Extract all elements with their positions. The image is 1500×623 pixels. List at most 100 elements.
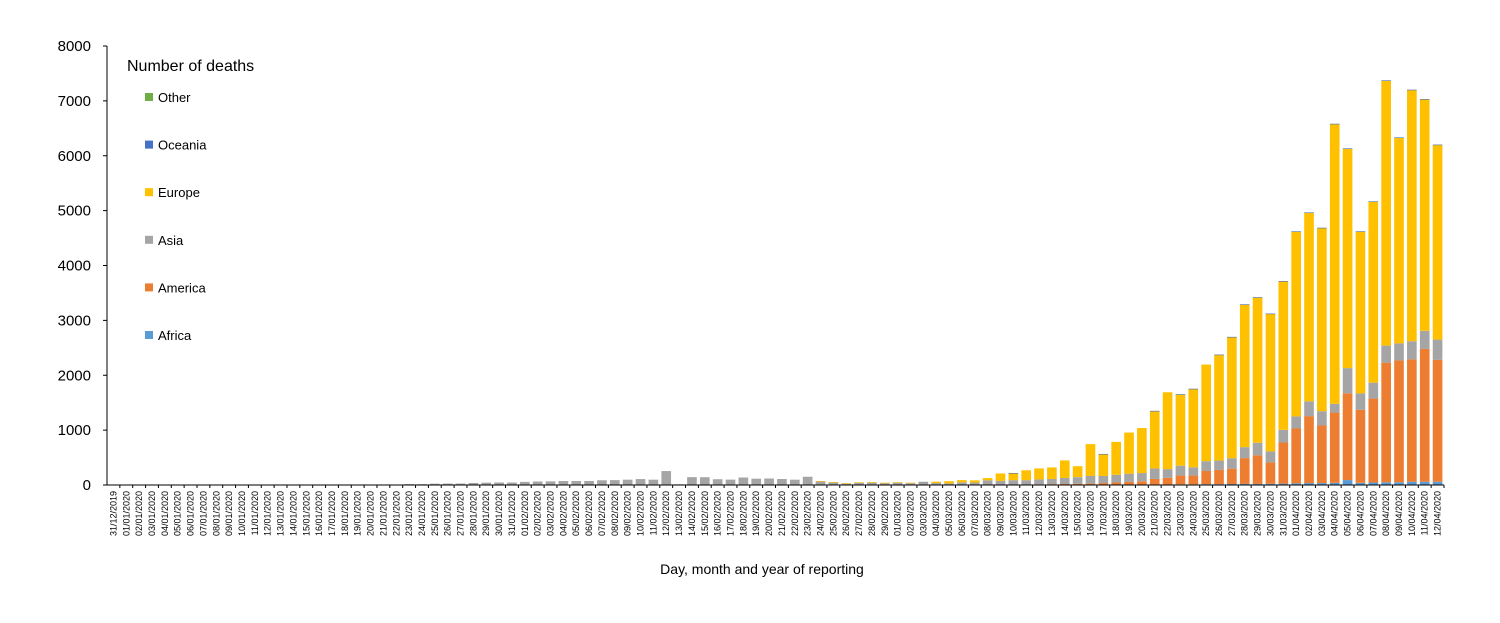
x-tick-label: 03/04/2020 <box>1317 491 1327 536</box>
x-tick-label: 31/12/2019 <box>108 491 118 536</box>
legend-title: Number of deaths <box>127 58 254 75</box>
bar-asia-25-03-2020 <box>1201 461 1211 472</box>
bar-europe-17-03-2020 <box>1098 453 1109 476</box>
bar-oceania-30-03-2020 <box>1265 313 1276 315</box>
x-tick-label: 30/01/2020 <box>494 491 504 536</box>
bar-america-28-03-2020 <box>1239 458 1250 484</box>
bar-europe-18-03-2020 <box>1111 441 1121 475</box>
x-tick-label: 20/03/2020 <box>1137 491 1147 536</box>
bar-europe-04-04-2020 <box>1329 123 1340 404</box>
x-tick-label: 01/04/2020 <box>1291 491 1301 536</box>
x-tick-label: 08/01/2020 <box>211 491 221 536</box>
bar-asia-22-03-2020 <box>1162 469 1173 478</box>
bar-asia-08-02-2020 <box>609 480 620 485</box>
bar-asia-11-03-2020 <box>1021 480 1032 485</box>
x-tick-label: 07/02/2020 <box>597 491 607 536</box>
bar-europe-11-04-2020 <box>1419 99 1430 331</box>
x-tick-label: 24/02/2020 <box>815 491 825 536</box>
bar-oceania-11-04-2020 <box>1419 99 1430 100</box>
bar-america-12-04-2020 <box>1432 359 1443 482</box>
bar-america-25-03-2020 <box>1201 471 1211 485</box>
bar-europe-23-03-2020 <box>1175 394 1186 466</box>
bar-asia-16-02-2020 <box>712 479 723 485</box>
y-tick-label: 4000 <box>58 258 91 275</box>
bar-asia-18-03-2020 <box>1111 474 1121 483</box>
x-tick-label: 03/03/2020 <box>918 491 928 536</box>
x-tick-label: 01/02/2020 <box>520 491 530 536</box>
bar-europe-06-04-2020 <box>1355 231 1366 394</box>
x-tick-label: 23/02/2020 <box>803 491 813 536</box>
bar-europe-03-04-2020 <box>1317 227 1327 412</box>
x-tick-label: 08/02/2020 <box>610 491 620 536</box>
bar-africa-28-03-2020 <box>1239 483 1250 485</box>
x-tick-label: 24/03/2020 <box>1188 491 1198 536</box>
bar-europe-14-03-2020 <box>1059 460 1070 478</box>
bar-africa-05-04-2020 <box>1342 480 1353 485</box>
x-axis-ticks: 31/12/2019 01/01/2020 02/01/2020 03/01/2020… <box>108 485 1445 536</box>
bar-oceania-28-03-2020 <box>1239 304 1250 305</box>
bar-asia-05-03-2020 <box>944 483 954 485</box>
bar-asia-24-03-2020 <box>1188 467 1199 476</box>
x-tick-label: 15/01/2020 <box>301 491 311 536</box>
bar-america-09-04-2020 <box>1394 360 1404 483</box>
bar-asia-28-02-2020 <box>867 482 877 485</box>
bar-europe-06-03-2020 <box>957 480 967 483</box>
bar-asia-11-04-2020 <box>1419 330 1430 349</box>
bar-asia-07-04-2020 <box>1368 382 1379 399</box>
bar-oceania-01-04-2020 <box>1291 231 1301 232</box>
x-tick-label: 23/01/2020 <box>404 491 414 536</box>
bar-america-04-04-2020 <box>1329 412 1340 483</box>
legend: Other Oceania Europe Asia America Africa <box>145 90 207 343</box>
x-tick-label: 05/01/2020 <box>173 491 183 536</box>
x-tick-label: 21/01/2020 <box>378 491 388 536</box>
bar-asia-30-03-2020 <box>1265 451 1276 463</box>
y-tick-label: 7000 <box>58 93 91 110</box>
bar-europe-05-04-2020 <box>1342 148 1353 369</box>
x-tick-label: 26/01/2020 <box>443 491 453 536</box>
bar-europe-29-02-2020 <box>879 482 890 484</box>
y-tick-label: 0 <box>83 477 91 494</box>
bar-asia-21-03-2020 <box>1149 468 1160 479</box>
bar-europe-10-03-2020 <box>1008 473 1019 481</box>
bar-oceania-27-03-2020 <box>1227 336 1237 338</box>
x-tick-label: 11/04/2020 <box>1420 491 1430 535</box>
x-tick-label: 24/01/2020 <box>417 491 427 536</box>
bar-europe-31-03-2020 <box>1278 281 1289 430</box>
bar-europe-07-04-2020 <box>1368 201 1379 383</box>
bar-asia-17-02-2020 <box>725 479 736 485</box>
bar-oceania-26-03-2020 <box>1214 354 1224 356</box>
x-tick-label: 28/01/2020 <box>468 491 478 536</box>
x-tick-label: 20/01/2020 <box>366 491 376 536</box>
x-tick-label: 18/02/2020 <box>738 491 748 536</box>
x-tick-label: 14/03/2020 <box>1060 491 1070 536</box>
bar-asia-09-04-2020 <box>1394 343 1404 361</box>
bar-asia-06-03-2020 <box>957 482 967 485</box>
bar-oceania-03-04-2020 <box>1317 227 1327 229</box>
x-tick-label: 19/01/2020 <box>353 491 363 536</box>
bar-asia-11-02-2020 <box>648 479 659 485</box>
y-tick-label: 8000 <box>58 38 91 55</box>
bar-asia-04-04-2020 <box>1329 403 1340 413</box>
x-tick-label: 15/03/2020 <box>1073 491 1083 536</box>
x-tick-label: 20/02/2020 <box>764 491 774 536</box>
bar-asia-27-03-2020 <box>1227 458 1237 469</box>
x-tick-label: 14/01/2020 <box>288 491 298 536</box>
bar-europe-25-03-2020 <box>1201 364 1211 462</box>
bar-asia-10-02-2020 <box>635 479 646 485</box>
bar-europe-15-03-2020 <box>1072 466 1083 478</box>
bar-africa-11-04-2020 <box>1419 481 1430 485</box>
bar-asia-15-03-2020 <box>1072 477 1083 484</box>
bar-asia-26-02-2020 <box>841 483 852 485</box>
x-tick-label: 18/03/2020 <box>1111 491 1121 536</box>
bar-oceania-05-04-2020 <box>1342 148 1353 149</box>
x-tick-label: 21/03/2020 <box>1150 491 1160 536</box>
bar-asia-07-03-2020 <box>969 482 980 485</box>
bar-asia-27-01-2020 <box>455 483 466 485</box>
y-tick-label: 5000 <box>58 203 91 220</box>
bar-europe-20-03-2020 <box>1137 428 1147 474</box>
bar-oceania-23-03-2020 <box>1175 394 1186 395</box>
bar-asia-31-03-2020 <box>1278 429 1289 443</box>
x-axis-label: Day, month and year of reporting <box>660 561 864 577</box>
bar-asia-14-03-2020 <box>1059 477 1070 485</box>
